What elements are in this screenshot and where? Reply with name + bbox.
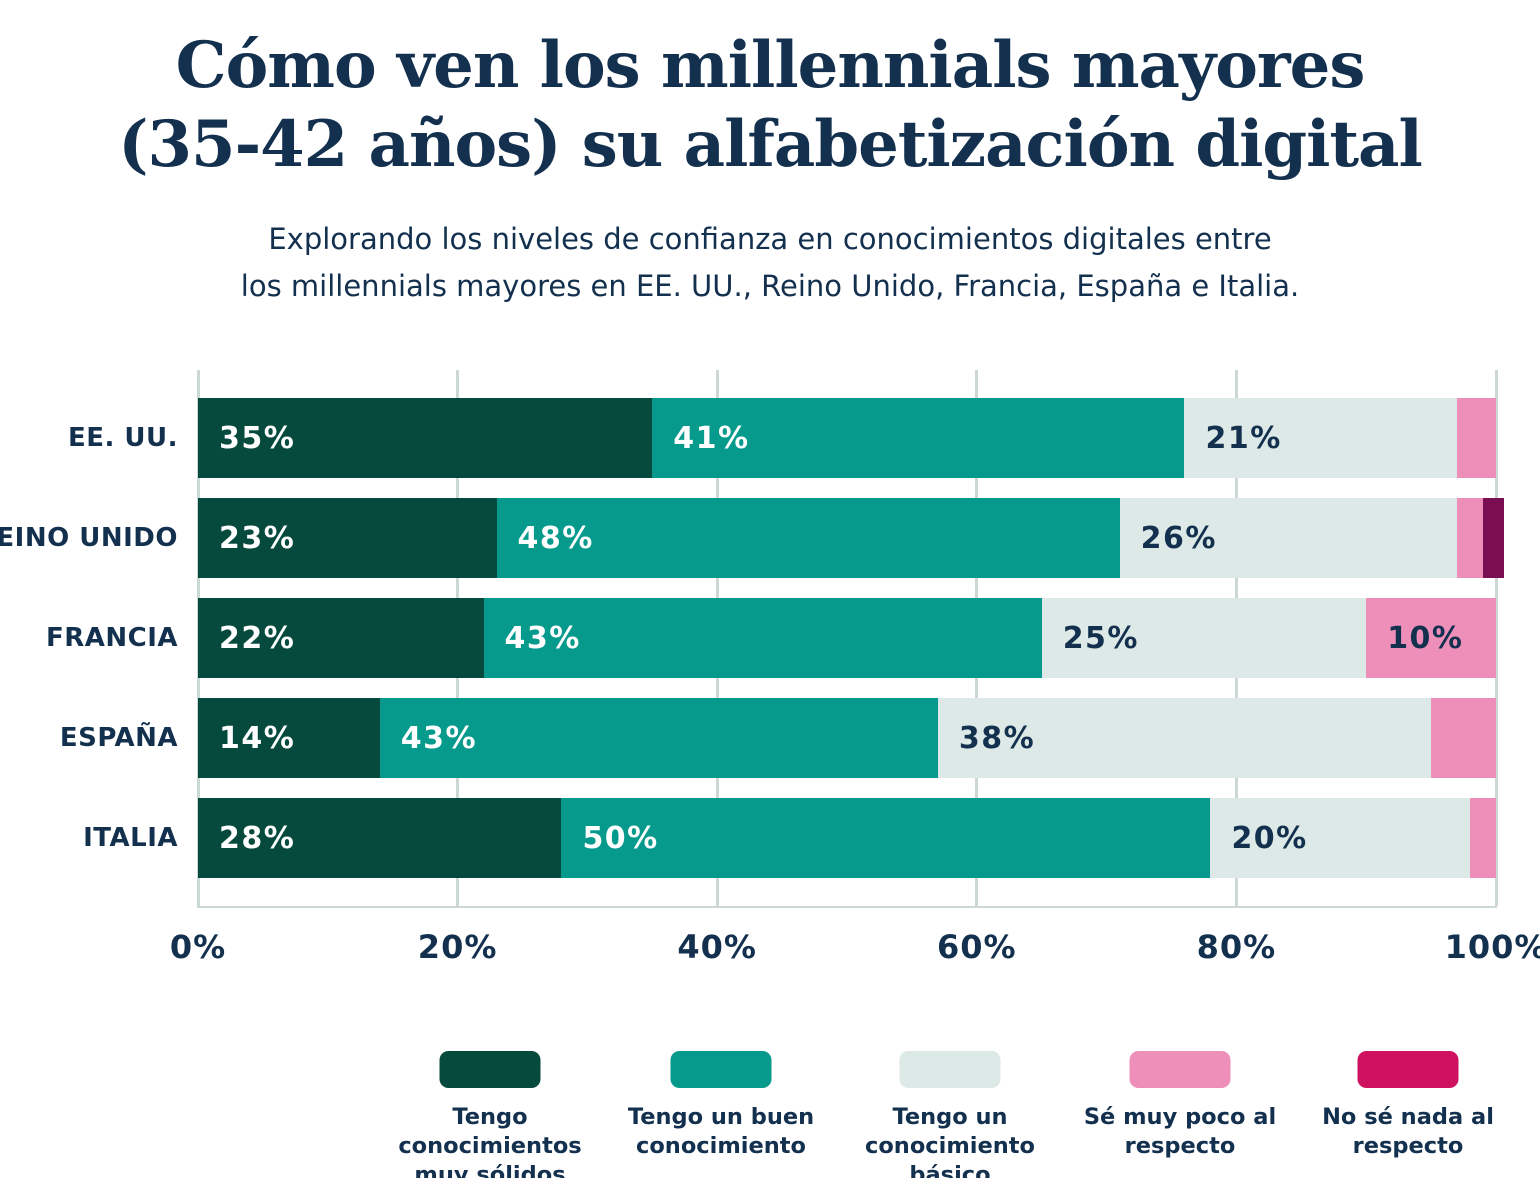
x-axis-tick-60%: 60% xyxy=(937,928,1017,966)
bar-row-francia: 22% 43% 25% 10% xyxy=(198,598,1496,678)
chart-title: Cómo ven los millennials mayores (35-42 … xyxy=(0,26,1540,184)
bar-segment: 48% xyxy=(496,498,1120,578)
x-axis-tick-40%: 40% xyxy=(677,928,757,966)
legend-swatch xyxy=(439,1051,541,1088)
legend-label-line: Tengo conocimientos xyxy=(398,1104,582,1159)
segment-value-label: 10% xyxy=(1387,620,1464,656)
chart-subtitle: Explorando los niveles de confianza en c… xyxy=(0,216,1540,310)
bar-row-ee-uu-: 35% 41% 21% xyxy=(198,398,1496,478)
x-axis-tick-80%: 80% xyxy=(1196,928,1277,966)
segment-value-label: 43% xyxy=(400,720,478,756)
legend-label-line: muy sólidos xyxy=(414,1162,566,1178)
chart-subtitle-line1: Explorando los niveles de confianza en c… xyxy=(268,222,1272,256)
segment-value-label: 43% xyxy=(504,620,581,656)
legend-label-line: respecto xyxy=(1124,1133,1236,1159)
row-label-italia: ITALIA xyxy=(83,823,178,853)
bar-segment: 20% xyxy=(1210,798,1471,878)
segment-value-label: 20% xyxy=(1231,820,1308,856)
bar-segment: 43% xyxy=(379,698,938,778)
bar-row-reino-unido: 23% 48% 26% xyxy=(198,498,1505,578)
bar-segment: 35% xyxy=(198,398,653,478)
legend-label-line: Tengo un xyxy=(892,1104,1008,1130)
legend-label-line: respecto xyxy=(1352,1133,1464,1159)
legend-label-line: conocimiento básico xyxy=(865,1133,1035,1178)
segment-value-label: 35% xyxy=(219,420,296,456)
legend-label: Tengo un conocimiento básico xyxy=(835,1103,1065,1178)
bar-segment: 26% xyxy=(1119,498,1458,578)
x-axis-tick-100%: 100% xyxy=(1444,928,1540,966)
legend-label: Sé muy poco al respecto xyxy=(1065,1103,1295,1161)
bar-row-italia: 28% 50% 20% xyxy=(198,798,1496,878)
legend-label-line: No sé nada al xyxy=(1322,1104,1494,1130)
bar-segment: 28% xyxy=(198,798,562,878)
segment-value-label: 41% xyxy=(673,420,750,456)
bar-segment xyxy=(1483,498,1505,578)
legend-label-line: conocimiento xyxy=(636,1133,806,1159)
bar-segment: 43% xyxy=(483,598,1042,678)
legend-label-line: Tengo un buen xyxy=(627,1104,815,1130)
bar-segment: 21% xyxy=(1184,398,1458,478)
bar-segment: 25% xyxy=(1041,598,1367,678)
x-axis-tick-20%: 20% xyxy=(417,928,498,966)
chart-title-line1: Cómo ven los millennials mayores xyxy=(175,28,1366,103)
legend-label-line: Sé muy poco al xyxy=(1083,1104,1277,1130)
chart-title-line2: (35-42 años) su alfabetización digital xyxy=(118,107,1423,182)
row-label-francia: FRANCIA xyxy=(45,623,178,653)
bar-segment: 10% xyxy=(1366,598,1496,678)
bar-segment: 14% xyxy=(198,698,380,778)
segment-value-label: 23% xyxy=(219,520,296,556)
segment-value-label: 28% xyxy=(219,820,296,856)
bar-segment xyxy=(1470,798,1496,878)
legend-swatch xyxy=(1357,1051,1459,1088)
segment-value-label: 25% xyxy=(1062,620,1139,656)
bar-segment: 22% xyxy=(198,598,484,678)
legend-swatch xyxy=(899,1051,1001,1088)
legend-label: Tengo un buen conocimiento xyxy=(606,1103,836,1161)
bar-row-espa-a: 14% 43% 38% xyxy=(198,698,1496,778)
bar-segment: 23% xyxy=(198,498,497,578)
legend-label: No sé nada al respecto xyxy=(1293,1103,1523,1161)
row-label-espa-a: ESPAÑA xyxy=(59,723,178,753)
segment-value-label: 48% xyxy=(517,520,594,556)
bar-segment xyxy=(1457,398,1496,478)
x-axis-tick-0%: 0% xyxy=(169,928,227,966)
gridline-100% xyxy=(1494,370,1498,906)
legend-swatch xyxy=(1129,1051,1231,1088)
row-label-reino-unido: REINO UNIDO xyxy=(0,523,178,553)
segment-value-label: 50% xyxy=(582,820,659,856)
x-axis-line xyxy=(197,906,1497,908)
bar-segment: 41% xyxy=(652,398,1185,478)
segment-value-label: 26% xyxy=(1140,520,1217,556)
bar-segment xyxy=(1431,698,1496,778)
legend-swatch xyxy=(670,1051,772,1088)
segment-value-label: 14% xyxy=(219,720,296,756)
bar-segment xyxy=(1457,498,1483,578)
segment-value-label: 21% xyxy=(1205,420,1282,456)
legend-label: Tengo conocimientos muy sólidos xyxy=(375,1103,605,1178)
segment-value-label: 38% xyxy=(958,720,1036,756)
bar-segment: 38% xyxy=(937,698,1432,778)
bar-segment: 50% xyxy=(561,798,1211,878)
segment-value-label: 22% xyxy=(219,620,296,656)
chart-subtitle-line2: los millennials mayores en EE. UU., Rein… xyxy=(240,269,1300,303)
row-label-ee-uu-: EE. UU. xyxy=(67,423,178,453)
